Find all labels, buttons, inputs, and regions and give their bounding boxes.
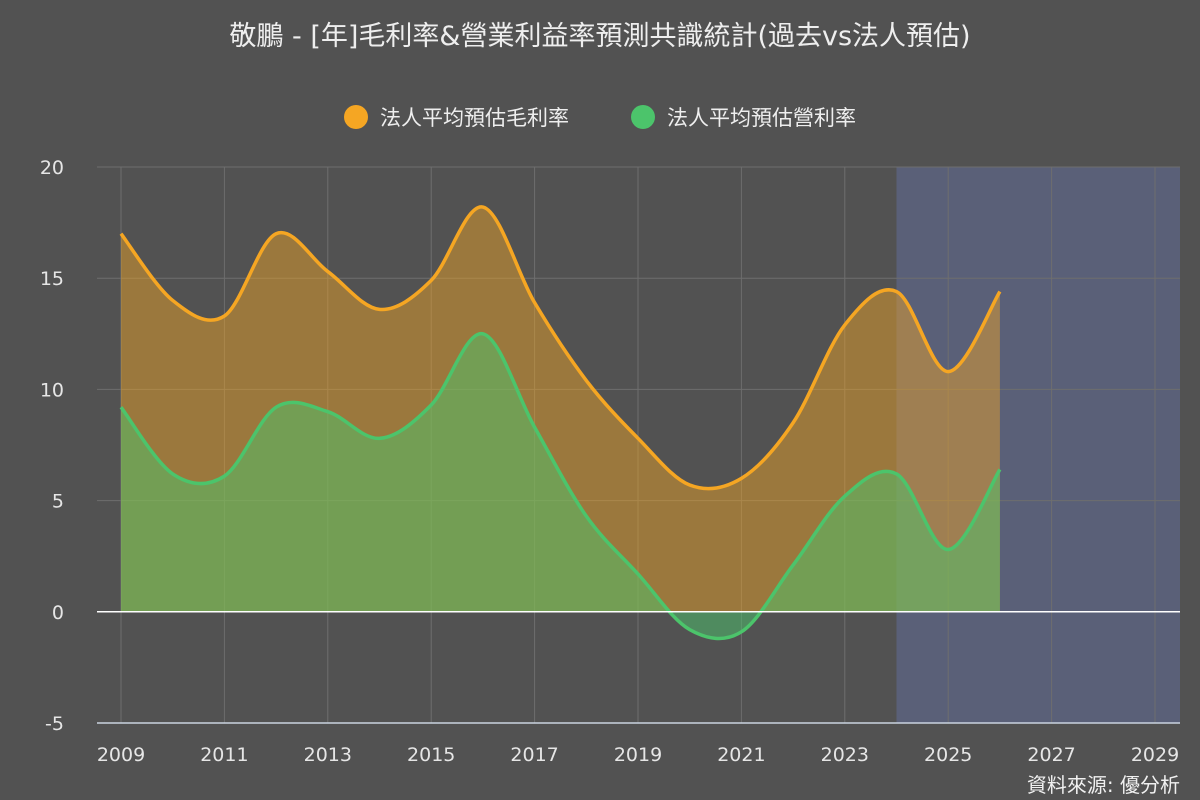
- operating-margin-point: [430, 404, 432, 406]
- gross-margin-point: [896, 291, 898, 293]
- gross-margin-point: [947, 371, 949, 373]
- gross-margin-point: [172, 299, 174, 301]
- operating-margin-point: [223, 475, 225, 477]
- x-tick-label: 2013: [304, 744, 352, 766]
- gross-margin-point: [689, 484, 691, 486]
- chart-title: 敬鵬 - [年]毛利率&營業利益率預測共識統計(過去vs法人預估): [229, 21, 971, 52]
- y-tick-label: -5: [45, 713, 64, 735]
- y-tick-label: 15: [40, 268, 64, 290]
- gross-margin-point: [482, 206, 484, 208]
- gross-margin-line: [119, 205, 1002, 491]
- y-tick-label: 0: [52, 602, 64, 624]
- operating-margin-point: [379, 437, 381, 439]
- gross-margin-point: [792, 422, 794, 424]
- x-tick-label: 2021: [717, 744, 765, 766]
- gross-margin-point: [379, 308, 381, 310]
- y-tick-label: 20: [40, 157, 64, 179]
- operating-margin-point: [637, 573, 639, 575]
- legend-item-gross-margin[interactable]: 法人平均預估毛利率: [344, 102, 569, 132]
- operating-margin-point: [792, 564, 794, 566]
- operating-margin-point: [534, 426, 536, 428]
- x-tick-label: 2009: [97, 744, 145, 766]
- legend-marker-gross-margin: [344, 105, 368, 129]
- gross-margin-point: [120, 233, 122, 235]
- gross-margin-point: [275, 233, 277, 235]
- legend-label-gross-margin: 法人平均預估毛利率: [380, 106, 569, 130]
- gross-margin-point: [534, 302, 536, 304]
- x-tick-label: 2015: [407, 744, 455, 766]
- legend-marker-operating-margin: [631, 105, 655, 129]
- gross-margin-point: [740, 477, 742, 479]
- y-tick-label: 10: [40, 379, 64, 401]
- data-source-note: 資料來源: 優分析: [1026, 773, 1180, 797]
- x-tick-label: 2025: [924, 744, 972, 766]
- gross-margin-point: [430, 279, 432, 281]
- x-tick-label: 2027: [1027, 744, 1075, 766]
- operating-margin-point: [482, 333, 484, 335]
- operating-margin-point: [120, 406, 122, 408]
- operating-margin-point: [740, 631, 742, 633]
- x-tick-label: 2017: [510, 744, 558, 766]
- operating-margin-area: [121, 333, 1000, 639]
- operating-margin-point: [689, 629, 691, 631]
- forecast-region-band: [896, 167, 1180, 723]
- operating-margin-point: [999, 468, 1001, 470]
- gross-margin-point: [327, 271, 329, 273]
- y-tick-label: 5: [52, 491, 64, 513]
- gross-margin-point: [223, 315, 225, 317]
- operating-margin-point: [275, 406, 277, 408]
- x-tick-label: 2029: [1131, 744, 1179, 766]
- x-tick-label: 2023: [821, 744, 869, 766]
- legend-label-operating-margin: 法人平均預估營利率: [667, 106, 856, 130]
- legend-item-operating-margin[interactable]: 法人平均預估營利率: [631, 102, 856, 132]
- gross-margin-point: [637, 437, 639, 439]
- operating-margin-point: [327, 411, 329, 413]
- operating-margin-point: [896, 473, 898, 475]
- operating-margin-line: [119, 332, 1002, 641]
- operating-margin-point: [172, 473, 174, 475]
- operating-margin-point: [947, 549, 949, 551]
- gross-margin-point: [844, 324, 846, 326]
- operating-margin-point: [585, 515, 587, 517]
- gross-margin-point: [999, 291, 1001, 293]
- operating-margin-point: [844, 495, 846, 497]
- gross-margin-point: [585, 380, 587, 382]
- chart-legend: 法人平均預估毛利率 法人平均預估營利率: [0, 102, 1200, 132]
- x-tick-label: 2011: [200, 744, 248, 766]
- x-tick-label: 2019: [614, 744, 662, 766]
